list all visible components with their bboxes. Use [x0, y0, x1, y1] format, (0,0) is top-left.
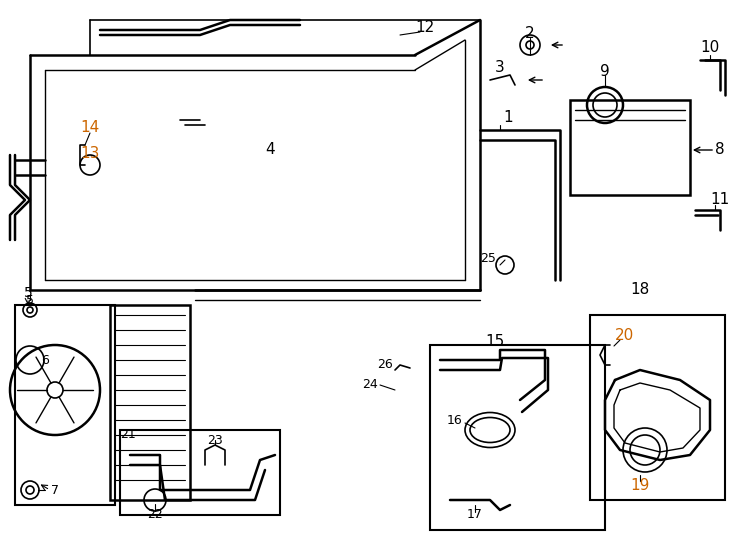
Text: 16: 16 [447, 414, 463, 427]
Text: 22: 22 [147, 509, 163, 522]
Text: 25: 25 [480, 252, 496, 265]
Bar [15, 305, 115, 505]
Text: 24: 24 [362, 379, 378, 392]
Text: 21: 21 [120, 429, 136, 442]
Text: 4: 4 [265, 143, 275, 158]
Text: 3: 3 [495, 60, 505, 76]
Text: 23: 23 [207, 434, 223, 447]
Text: 2: 2 [526, 25, 535, 40]
Text: 10: 10 [700, 40, 719, 56]
Text: 19: 19 [631, 477, 650, 492]
Bar [120, 430, 280, 515]
Text: 26: 26 [377, 359, 393, 372]
Bar [570, 100, 690, 195]
Text: 14: 14 [81, 120, 100, 136]
Text: 1: 1 [504, 111, 513, 125]
Bar [590, 315, 725, 500]
Text: 9: 9 [600, 64, 610, 79]
Bar [110, 305, 190, 500]
Bar [430, 345, 605, 530]
Text: 6: 6 [41, 354, 49, 367]
Text: 12: 12 [415, 21, 435, 36]
Text: 8: 8 [715, 143, 724, 158]
Text: 18: 18 [631, 282, 650, 298]
Text: 15: 15 [485, 334, 505, 349]
Text: 20: 20 [615, 327, 635, 342]
Text: 11: 11 [711, 192, 730, 207]
Text: 5: 5 [26, 294, 34, 307]
Text: 7: 7 [51, 483, 59, 496]
Text: 17: 17 [467, 509, 483, 522]
Text: 5: 5 [23, 286, 32, 300]
Text: 13: 13 [80, 145, 100, 160]
